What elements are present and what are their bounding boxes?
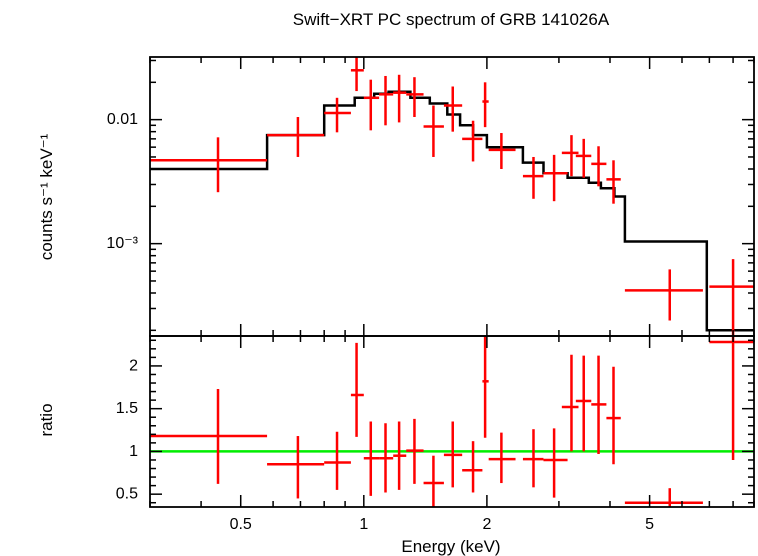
- spectrum-point: [150, 137, 268, 193]
- spectrum-point: [624, 269, 703, 321]
- spectrum-point: [543, 154, 568, 202]
- spectrum-point: [462, 120, 483, 162]
- spectrum-point: [482, 82, 489, 128]
- spectrum-point: [443, 86, 463, 132]
- ratio-point: [575, 355, 592, 452]
- ratio-point: [423, 455, 444, 507]
- spectrum-point: [350, 57, 364, 92]
- ratio-point: [462, 441, 483, 493]
- ratio-point: [393, 421, 407, 490]
- bottom-y-axis-label: ratio: [37, 403, 56, 436]
- x-tick-label: 1: [359, 516, 368, 533]
- spectrum-point: [606, 160, 621, 204]
- bottom-y-tick-label: 1: [129, 443, 138, 460]
- spectrum-point: [709, 259, 754, 336]
- x-tick-label: 2: [482, 516, 491, 533]
- spectrum-point: [522, 156, 544, 199]
- top-y-axis-label: counts s⁻¹ keV⁻¹: [37, 133, 56, 260]
- ratio-point: [350, 342, 364, 437]
- spectrum-point: [575, 138, 592, 178]
- chart-title: Swift−XRT PC spectrum of GRB 141026A: [293, 10, 610, 29]
- top-y-tick-label: 10⁻³: [106, 235, 138, 252]
- ratio-point: [443, 421, 463, 488]
- spectrum-point: [561, 135, 579, 177]
- x-tick-label: 5: [645, 516, 654, 533]
- spectrum-point: [267, 117, 325, 157]
- ratio-point: [324, 431, 351, 490]
- ratio-point: [150, 389, 268, 484]
- x-axis-label: Energy (keV): [401, 537, 500, 556]
- spectrum-point: [406, 77, 424, 118]
- bottom-y-tick-label: 2: [129, 357, 138, 374]
- spectrum-point: [393, 74, 407, 123]
- ratio-point: [482, 336, 489, 438]
- ratio-point: [363, 421, 380, 496]
- spectrum-point: [488, 133, 516, 169]
- spectrum-point: [379, 75, 394, 126]
- bottom-y-tick-label: 1.5: [116, 400, 138, 417]
- ratio-point: [522, 429, 544, 488]
- spectrum-point: [423, 105, 444, 157]
- ratio-point: [561, 354, 579, 452]
- ratio-point: [606, 366, 621, 465]
- spectrum-point: [591, 146, 607, 187]
- ratio-point: [267, 436, 325, 499]
- top-y-tick-label: 0.01: [107, 111, 138, 128]
- ratio-point: [624, 488, 703, 507]
- x-tick-label: 0.5: [230, 516, 252, 533]
- bottom-y-tick-label: 0.5: [116, 486, 138, 503]
- spectrum-point: [324, 97, 351, 133]
- ratio-point: [543, 428, 568, 498]
- ratio-point: [379, 423, 394, 493]
- ratio-point: [488, 432, 516, 484]
- ratio-point: [406, 418, 424, 484]
- bottom-panel-frame: [149, 335, 755, 508]
- spectrum-point: [363, 79, 380, 131]
- ratio-point: [709, 336, 754, 460]
- ratio-point: [591, 355, 607, 454]
